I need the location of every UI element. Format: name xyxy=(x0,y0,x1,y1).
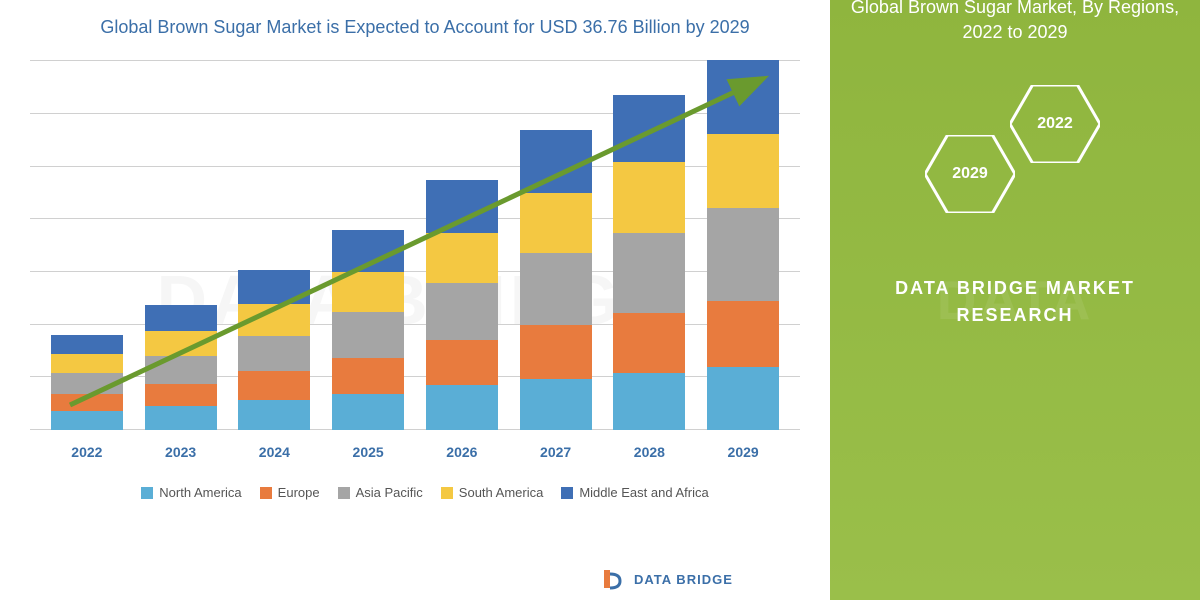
x-axis-label: 2029 xyxy=(707,444,779,460)
bar-segment xyxy=(51,373,123,394)
bar-segment xyxy=(332,312,404,358)
bar-segment xyxy=(145,356,217,384)
bar-segment xyxy=(51,394,123,411)
bottom-logo-text: DATA BRIDGE xyxy=(634,572,733,587)
legend-item: Middle East and Africa xyxy=(561,485,708,500)
bar-segment xyxy=(707,134,779,208)
logo-icon xyxy=(600,566,626,592)
chart-title: Global Brown Sugar Market is Expected to… xyxy=(30,15,820,40)
hexagon-2022: 2022 xyxy=(1010,85,1100,163)
bar-segment xyxy=(707,301,779,368)
bar-segment xyxy=(426,233,498,283)
brand-line-1: DATA BRIDGE MARKET xyxy=(895,275,1135,302)
hexagon-2029: 2029 xyxy=(925,135,1015,213)
bar-segment xyxy=(426,385,498,430)
bar-segment xyxy=(238,371,310,400)
right-panel-title: Global Brown Sugar Market, By Regions, 2… xyxy=(830,0,1200,45)
x-axis-label: 2022 xyxy=(51,444,123,460)
bar-segment xyxy=(145,331,217,356)
legend-label: North America xyxy=(159,485,241,500)
x-axis-label: 2026 xyxy=(426,444,498,460)
bar-segment xyxy=(332,230,404,272)
bar-segment xyxy=(520,130,592,193)
x-axis-label: 2027 xyxy=(520,444,592,460)
x-axis-label: 2023 xyxy=(145,444,217,460)
legend-swatch xyxy=(338,487,350,499)
bar-segment xyxy=(707,367,779,430)
hexagon-2029-label: 2029 xyxy=(952,165,988,183)
bar-segment xyxy=(238,304,310,336)
bar-segment xyxy=(332,272,404,312)
bar-segment xyxy=(613,233,685,313)
legend-label: Europe xyxy=(278,485,320,500)
legend-swatch xyxy=(141,487,153,499)
bar-segment xyxy=(145,305,217,331)
x-axis-label: 2024 xyxy=(238,444,310,460)
bar-segment xyxy=(520,325,592,379)
legend-swatch xyxy=(441,487,453,499)
bar-segment xyxy=(707,208,779,301)
hexagon-2022-label: 2022 xyxy=(1037,115,1073,133)
bar-segment xyxy=(520,379,592,430)
brand-text: DATA BRIDGE MARKET RESEARCH xyxy=(895,275,1135,329)
stacked-bar xyxy=(613,95,685,430)
legend-label: Middle East and Africa xyxy=(579,485,708,500)
x-axis-label: 2025 xyxy=(332,444,404,460)
legend-label: South America xyxy=(459,485,544,500)
bar-segment xyxy=(426,180,498,233)
bar-segment xyxy=(145,406,217,430)
stacked-bar xyxy=(520,130,592,430)
bar-segment xyxy=(332,394,404,430)
legend-item: South America xyxy=(441,485,544,500)
brand-line-2: RESEARCH xyxy=(895,302,1135,329)
bar-group xyxy=(613,95,685,430)
bar-segment xyxy=(145,384,217,407)
legend-item: Europe xyxy=(260,485,320,500)
chart-panel: DATA BRIDGE Global Brown Sugar Market is… xyxy=(0,0,830,600)
stacked-bar xyxy=(238,270,310,430)
bar-segment xyxy=(520,253,592,325)
bar-segment xyxy=(520,193,592,253)
bar-group xyxy=(51,335,123,430)
bar-group xyxy=(426,180,498,430)
legend-item: Asia Pacific xyxy=(338,485,423,500)
bar-segment xyxy=(426,340,498,385)
bars-container xyxy=(30,60,800,430)
hexagon-group: 2029 2022 xyxy=(915,85,1115,245)
stacked-bar xyxy=(332,230,404,430)
stacked-bar xyxy=(51,335,123,430)
stacked-bar xyxy=(707,60,779,430)
right-panel: DATA Global Brown Sugar Market, By Regio… xyxy=(830,0,1200,600)
chart-legend: North America Europe Asia Pacific South Ame… xyxy=(30,485,820,500)
bar-segment xyxy=(332,358,404,394)
x-axis-labels: 2022 2023 2024 2025 2026 2027 2028 2029 xyxy=(30,444,800,460)
bar-group xyxy=(145,305,217,430)
bar-segment xyxy=(238,336,310,371)
bar-segment xyxy=(613,95,685,162)
stacked-bar xyxy=(145,305,217,430)
legend-swatch xyxy=(260,487,272,499)
bar-segment xyxy=(613,162,685,232)
bar-segment xyxy=(51,354,123,373)
bar-segment xyxy=(426,283,498,341)
bar-segment xyxy=(238,400,310,430)
legend-label: Asia Pacific xyxy=(356,485,423,500)
bar-group xyxy=(332,230,404,430)
bar-segment xyxy=(51,411,123,430)
legend-swatch xyxy=(561,487,573,499)
legend-item: North America xyxy=(141,485,241,500)
bar-group xyxy=(520,130,592,430)
bar-group xyxy=(707,60,779,430)
x-axis-label: 2028 xyxy=(613,444,685,460)
bar-group xyxy=(238,270,310,430)
bar-segment xyxy=(613,313,685,373)
chart-area: 2022 2023 2024 2025 2026 2027 2028 2029 xyxy=(30,60,800,480)
bar-segment xyxy=(51,335,123,354)
bar-segment xyxy=(238,270,310,304)
bar-segment xyxy=(613,373,685,430)
bar-segment xyxy=(707,60,779,134)
stacked-bar xyxy=(426,180,498,430)
bottom-logo: DATA BRIDGE xyxy=(600,566,733,592)
